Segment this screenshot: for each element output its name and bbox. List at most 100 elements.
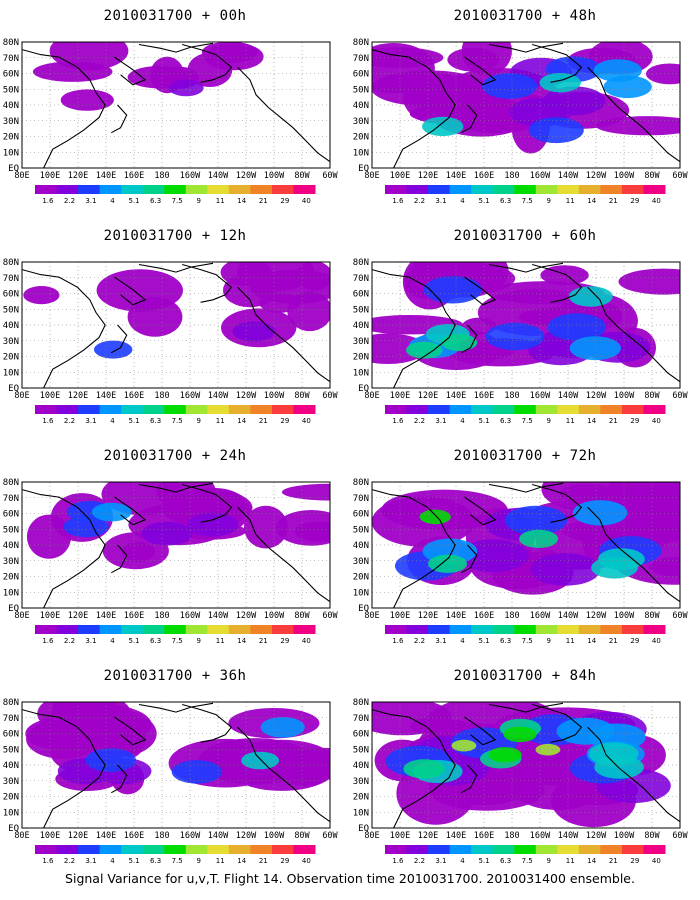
colorbar-swatch [164,625,187,634]
colorbar: 1.6 2.2 3.1 4 5.1 6.3 7.5 9 11 14 21 29 40 [35,845,316,865]
colorbar-swatch [207,405,230,414]
colorbar-swatch [600,185,623,194]
lon-tick-label: 120W [586,391,607,401]
variance-field [25,702,330,795]
map-gridlines [22,262,330,388]
lon-tick-label: 160E [474,171,494,181]
map-frame [371,41,681,169]
colorbar-swatch [35,845,58,854]
colorbar-swatch [621,625,644,634]
variance-region [287,291,330,332]
lon-tick-label: 140E [446,391,466,401]
colorbar-swatch [428,185,451,194]
colorbar-label: 6.3 [500,197,511,205]
colorbar-swatch [578,625,601,634]
lon-tick-label: 100E [40,171,60,181]
variance-core [232,321,276,342]
colorbar-swatch [600,625,623,634]
map-frame [21,701,331,829]
colorbar-swatch [643,405,666,414]
lon-tick-label: 160W [180,611,201,621]
colorbar-swatch [56,405,79,414]
lon-tick-label: 60W [672,171,688,181]
lat-tick-label: 40N [353,101,369,111]
colorbar-swatch [293,625,316,634]
variance-region [121,541,155,562]
lat-tick-label: EQ [8,164,19,174]
lat-tick-label: 50N [3,745,19,755]
colorbar-label: 6.3 [500,417,511,425]
lon-tick-label: 140E [96,171,116,181]
colorbar-label: 11 [566,417,575,425]
lon-tick-label: 180 [504,171,519,181]
variance-core [485,322,545,351]
lon-tick-label: 100W [264,391,285,401]
colorbar-label: 3.1 [85,417,96,425]
variance-core [94,340,133,359]
panel-title: 2010031700 + 36h [103,668,247,684]
colorbar: 1.6 2.2 3.1 4 5.1 6.3 7.5 9 11 14 21 29 40 [35,625,316,645]
map-panel: 2010031700 + 36h 80N 70N 60N 50N 40N 30N 20N 10N… [0,660,350,885]
lat-tick-label: 70N [353,54,369,64]
variance-core [419,509,451,525]
lat-tick-label: EQ [358,384,369,394]
colorbar-label: 21 [609,197,618,205]
lat-tick-label: 60N [3,70,19,80]
lon-tick-label: 160E [474,831,494,841]
colorbar-label: 7.5 [522,857,533,865]
lon-tick-label: 80W [644,831,660,841]
variance-core [423,276,483,304]
lat-tick-label: 60N [3,730,19,740]
variance-region [60,89,114,111]
lon-tick-label: 120E [68,831,88,841]
colorbar-label: 14 [237,637,246,645]
variance-core [528,117,584,144]
variance-region [23,286,60,305]
lon-tick-label: 120W [236,611,257,621]
lon-tick-label: 100E [40,391,60,401]
lon-tick-label: 160W [530,831,551,841]
colorbar-label: 29 [280,197,289,205]
lon-tick-label: 80E [14,831,29,841]
lat-tick-label: 40N [3,321,19,331]
colorbar-swatch [78,185,101,194]
lon-tick-label: 60W [672,391,688,401]
colorbar-swatch [471,845,494,854]
colorbar-label: 2.2 [414,417,425,425]
colorbar-label: 14 [237,417,246,425]
map-frame [371,261,681,389]
lat-tick-label: 30N [3,777,19,787]
colorbar-swatch [578,405,601,414]
lon-tick-label: 120E [418,391,438,401]
lon-tick-label: 80E [14,391,29,401]
colorbar-swatch [293,405,316,414]
lat-tick-label: 10N [3,148,19,158]
variance-core [458,539,529,573]
map-panel: 2010031700 + 60h 80N 70N 60N 50N 40N 30N 20N 10N… [350,220,700,445]
colorbar-label: 29 [630,197,639,205]
lon-tick-label: 100E [390,831,410,841]
colorbar-label: 5.1 [479,197,490,205]
colorbar-label: 5.1 [479,857,490,865]
colorbar-swatch [449,185,472,194]
lon-tick-label: 180 [504,831,519,841]
lat-tick-label: 30N [3,557,19,567]
colorbar-label: 1.6 [392,637,404,645]
colorbar-swatch [142,185,165,194]
colorbar-swatch [471,625,494,634]
colorbar-label: 2.2 [414,857,425,865]
colorbar-label: 40 [652,857,661,865]
lon-tick-label: 60W [322,611,338,621]
variance-core [556,717,615,745]
lon-tick-label: 100W [264,611,285,621]
variance-field [26,482,330,570]
variance-core [141,521,193,546]
variance-core [481,73,538,99]
lat-tick-label: 50N [3,305,19,315]
lat-tick-label: 70N [3,714,19,724]
colorbar-swatch [142,845,165,854]
colorbar-label: 6.3 [500,857,511,865]
colorbar-swatch [250,845,273,854]
